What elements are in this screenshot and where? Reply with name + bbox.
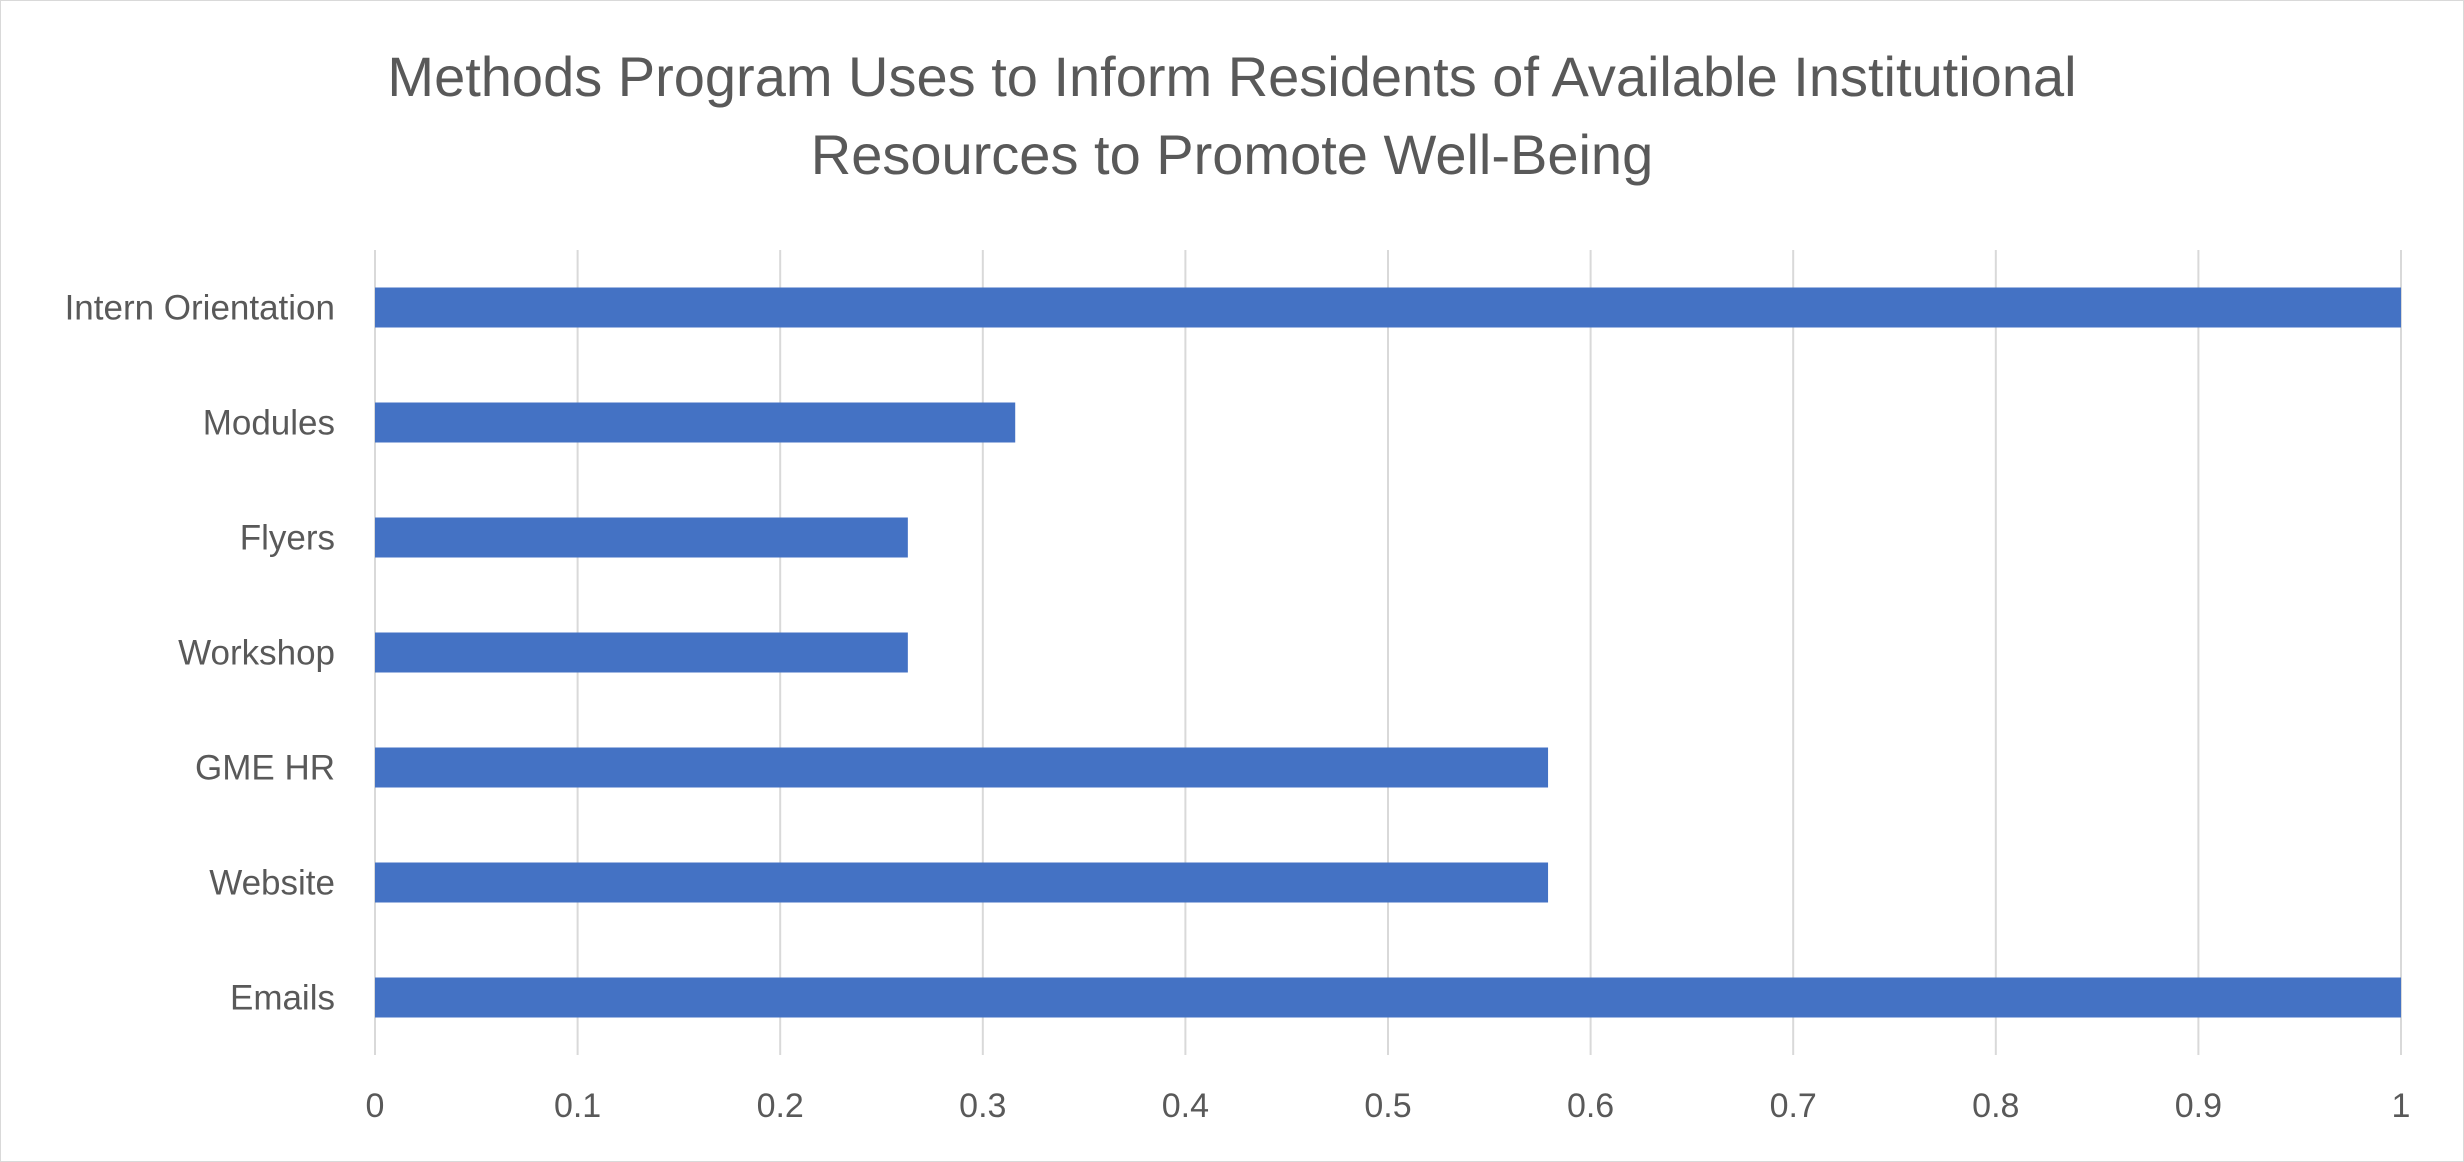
bar-website [375, 862, 1549, 903]
x-tick-label: 0.5 [1364, 1087, 1411, 1125]
category-axis-labels: Intern Orientation Modules Flyers Workshop G… [65, 289, 335, 1018]
value-axis-labels: 0 0.1 0.2 0.3 0.4 0.5 0.6 0.7 0.8 0.9 1 [366, 1087, 2411, 1125]
x-tick-label: 0.8 [1972, 1087, 2019, 1125]
bar-emails [375, 977, 2401, 1018]
category-label: Website [209, 864, 335, 903]
x-tick-label: 0.3 [959, 1087, 1006, 1125]
bar-intern-orientation [375, 287, 2401, 328]
chart-title-line-1: Methods Program Uses to Inform Residents… [387, 45, 2077, 108]
x-tick-label: 1 [2392, 1087, 2411, 1125]
chart-title: Methods Program Uses to Inform Residents… [0, 38, 2464, 194]
bar-flyers [375, 517, 908, 558]
x-tick-label: 0.2 [757, 1087, 804, 1125]
x-tick-label: 0 [366, 1087, 385, 1125]
x-tick-label: 0.1 [554, 1087, 601, 1125]
x-tick-label: 0.7 [1770, 1087, 1817, 1125]
category-label: Flyers [240, 519, 335, 558]
category-label: Modules [203, 404, 335, 443]
bars [375, 287, 2401, 1018]
category-label: Emails [230, 979, 335, 1018]
category-label: Workshop [178, 634, 335, 673]
bar-modules [375, 402, 1016, 443]
category-label: GME HR [195, 749, 335, 788]
category-label: Intern Orientation [65, 289, 335, 328]
bar-gme-hr [375, 747, 1549, 788]
x-tick-label: 0.4 [1162, 1087, 1209, 1125]
x-tick-label: 0.6 [1567, 1087, 1614, 1125]
bar-workshop [375, 632, 908, 673]
x-tick-label: 0.9 [2175, 1087, 2222, 1125]
chart-title-line-2: Resources to Promote Well-Being [810, 123, 1654, 186]
